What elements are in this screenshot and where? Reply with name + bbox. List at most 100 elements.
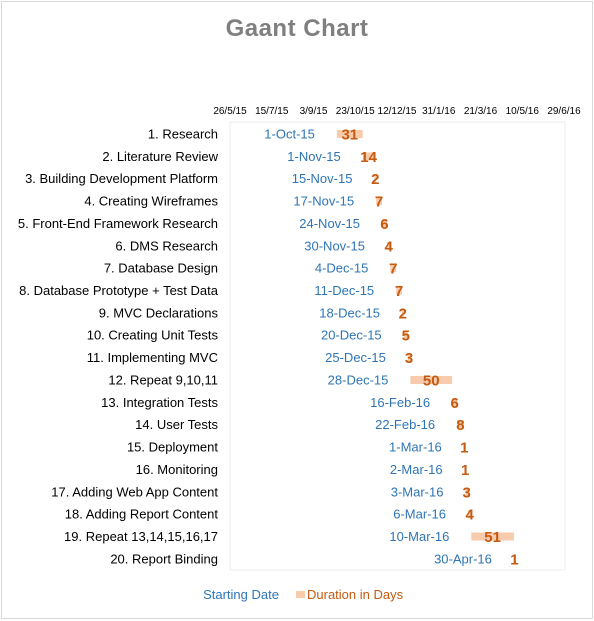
task-label: 17. Adding Web App Content (51, 484, 218, 499)
start-date-label: 24-Nov-15 (299, 216, 360, 231)
duration-bar (336, 130, 363, 138)
duration-bar (457, 420, 464, 429)
duration-label: 7 (395, 283, 403, 300)
task-label: 18. Adding Report Content (65, 507, 219, 522)
duration-label: 7 (375, 194, 383, 211)
chart-title: Gaant Chart (226, 15, 369, 42)
duration-label: 7 (389, 261, 397, 278)
duration-label: 1 (460, 440, 468, 457)
duration-bar (374, 174, 377, 183)
start-date-label: 1-Oct-15 (264, 127, 315, 142)
start-date-label: 18-Dec-15 (319, 305, 380, 320)
task-labels: 1. Research 2. Literature Review 3. Buildi… (18, 127, 219, 567)
task-label: 7. Database Design (104, 261, 218, 276)
task-label: 10. Creating Unit Tests (87, 328, 219, 343)
start-date-label: 3-Mar-16 (391, 484, 444, 499)
duration-label: 4 (465, 507, 474, 524)
duration-label: 4 (384, 238, 393, 255)
legend-duration-swatch (296, 591, 305, 598)
task-label: 15. Deployment (127, 440, 218, 455)
duration-label: 6 (450, 395, 458, 412)
duration-bar (386, 241, 391, 250)
duration-label: 31 (341, 127, 358, 144)
duration-bar (410, 375, 453, 384)
task-label: 20. Report Binding (110, 551, 218, 566)
start-date-label: 11-Dec-15 (314, 283, 374, 298)
duration-bar (407, 353, 411, 362)
duration-bar (467, 510, 472, 519)
start-date-label: 20-Dec-15 (321, 328, 382, 343)
x-tick-label: 23/10/15 (336, 106, 375, 117)
plot-area-border (229, 121, 566, 571)
task-label: 13. Integration Tests (101, 395, 218, 410)
duration-label: 3 (405, 350, 413, 367)
start-date-labels: 1-Oct-15 1-Nov-15 15-Nov-15 17-Nov-15 24-Nov… (264, 127, 492, 567)
x-tick-label: 12/12/15 (378, 106, 417, 117)
duration-bar (402, 308, 404, 317)
start-date-label: 1-Nov-15 (287, 149, 340, 164)
duration-label: 3 (463, 484, 471, 501)
x-tick-label: 10/5/16 (506, 106, 540, 117)
duration-label: 2 (399, 305, 407, 322)
task-label: 19. Repeat 13,14,15,16,17 (64, 529, 218, 544)
start-date-label: 28-Dec-15 (328, 372, 389, 387)
x-tick-label: 3/9/15 (300, 106, 328, 117)
duration-bar (390, 264, 397, 273)
duration-bars (336, 130, 515, 563)
legend: Starting Date Duration in Days (203, 587, 404, 602)
task-label: 16. Monitoring (136, 462, 218, 477)
task-label: 3. Building Development Platform (25, 171, 218, 186)
task-label: 5. Front-End Framework Research (18, 216, 218, 231)
start-date-label: 22-Feb-16 (375, 417, 435, 432)
task-label: 12. Repeat 9,10,11 (108, 372, 218, 387)
duration-label: 14 (360, 149, 377, 166)
x-axis-tick-labels: 26/5/15 15/7/15 3/9/15 23/10/15 12/12/15 31/1… (213, 106, 581, 117)
start-date-label: 4-Dec-15 (315, 261, 368, 276)
start-date-label: 1-Mar-16 (389, 440, 442, 455)
duration-label: 1 (510, 551, 518, 568)
duration-bar (396, 286, 403, 295)
task-label: 2. Literature Review (102, 149, 218, 164)
duration-label: 1 (461, 462, 469, 479)
start-date-label: 30-Apr-16 (434, 551, 492, 566)
duration-label: 6 (380, 216, 388, 233)
duration-label: 51 (484, 529, 501, 546)
start-date-label: 10-Mar-16 (389, 529, 449, 544)
x-tick-label: 26/5/15 (213, 106, 247, 117)
task-label: 1. Research (148, 127, 218, 142)
duration-label: 50 (423, 372, 440, 389)
duration-bar (362, 152, 375, 161)
duration-bar (465, 487, 468, 496)
start-date-label: 16-Feb-16 (370, 395, 430, 410)
duration-bar (464, 465, 466, 474)
start-date-label: 17-Nov-15 (293, 194, 354, 209)
duration-bar (513, 554, 515, 563)
task-label: 11. Implementing MVC (87, 350, 218, 365)
start-date-label: 2-Mar-16 (390, 462, 443, 477)
task-label: 4. Creating Wireframes (84, 194, 218, 209)
x-tick-label: 21/3/16 (464, 106, 498, 117)
task-label: 6. DMS Research (115, 238, 218, 253)
task-label: 8. Database Prototype + Test Data (19, 283, 219, 298)
duration-label: 5 (402, 328, 410, 345)
start-date-label: 25-Dec-15 (325, 350, 386, 365)
task-label: 14. User Tests (135, 417, 218, 432)
duration-bar (403, 331, 408, 340)
duration-bar (452, 398, 458, 407)
duration-label: 2 (371, 171, 379, 188)
x-tick-label: 29/6/16 (547, 106, 581, 117)
duration-bar (381, 219, 387, 228)
x-tick-label: 15/7/15 (255, 106, 289, 117)
duration-label: 8 (456, 417, 464, 434)
start-date-label: 30-Nov-15 (304, 238, 365, 253)
start-date-label: 6-Mar-16 (393, 507, 446, 522)
duration-bar (463, 443, 465, 452)
legend-starting-date: Starting Date (203, 587, 279, 602)
duration-bar (471, 532, 514, 541)
duration-bar (376, 197, 382, 206)
task-label: 9. MVC Declarations (99, 305, 219, 320)
